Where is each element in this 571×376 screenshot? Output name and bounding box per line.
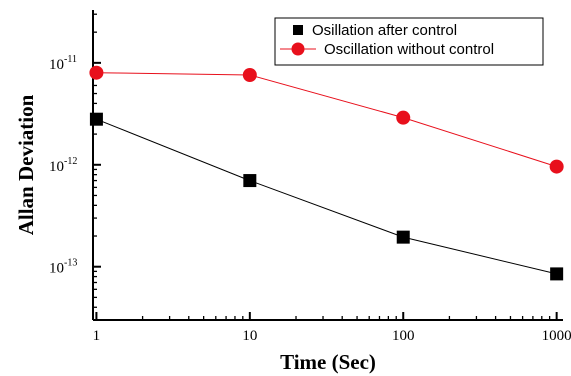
data-point-circle [242,67,257,82]
legend: Osillation after control Oscillation wit… [274,17,544,66]
series-line-1 [96,72,557,168]
series-layer [89,65,564,281]
data-point-square [396,230,410,244]
legend-marker-circle [291,42,305,56]
x-axis-title: Time (Sec) [280,350,376,374]
legend-label-after-control: Osillation after control [312,22,457,39]
y-axis-title: Allan Deviation [14,94,38,235]
x-tick-labels: 1 10 100 1000 [93,328,571,344]
data-point-square [89,112,103,126]
legend-marker-square [293,25,303,35]
x-tick-label: 100 [392,328,415,344]
y-tick-label: 10-11 [49,54,77,73]
y-tick-label: 10-13 [49,258,77,277]
major-ticks [93,61,558,320]
data-point-circle [89,65,104,80]
data-point-circle [396,110,411,125]
series-line-0 [96,118,557,275]
data-point-square [243,174,257,188]
y-tick-labels: 10-13 10-12 10-11 [49,54,77,277]
y-tick-label: 10-12 [49,156,77,175]
x-tick-label: 1 [93,328,101,344]
x-tick-label: 1000 [542,328,571,344]
data-point-square [550,267,564,281]
legend-label-without-control: Oscillation without control [324,41,494,58]
data-point-circle [549,159,564,174]
legend-box [274,17,544,66]
x-tick-label: 10 [242,328,257,344]
